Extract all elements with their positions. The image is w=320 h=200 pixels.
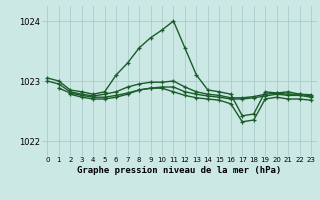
X-axis label: Graphe pression niveau de la mer (hPa): Graphe pression niveau de la mer (hPa) — [77, 166, 281, 175]
